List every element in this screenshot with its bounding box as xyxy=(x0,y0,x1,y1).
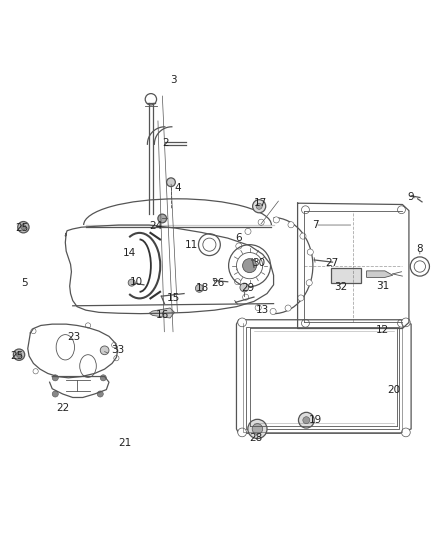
Circle shape xyxy=(300,233,306,239)
Circle shape xyxy=(114,356,119,361)
Circle shape xyxy=(285,305,291,311)
Text: 33: 33 xyxy=(111,345,124,356)
Text: 7: 7 xyxy=(312,220,318,230)
Text: 12: 12 xyxy=(376,325,389,335)
Circle shape xyxy=(236,243,242,249)
Text: 8: 8 xyxy=(417,244,423,254)
Circle shape xyxy=(306,280,312,286)
Text: 31: 31 xyxy=(376,281,389,291)
Circle shape xyxy=(240,283,249,292)
Circle shape xyxy=(21,224,26,230)
Circle shape xyxy=(97,391,103,397)
Circle shape xyxy=(402,428,410,437)
Polygon shape xyxy=(367,271,393,277)
Circle shape xyxy=(13,349,25,360)
Circle shape xyxy=(301,319,309,327)
Text: 11: 11 xyxy=(185,240,198,249)
Circle shape xyxy=(158,214,166,223)
Text: 6: 6 xyxy=(235,233,242,243)
Circle shape xyxy=(195,285,203,292)
Text: 5: 5 xyxy=(21,278,28,288)
Circle shape xyxy=(16,352,21,357)
Circle shape xyxy=(52,375,58,381)
Circle shape xyxy=(52,391,58,397)
Circle shape xyxy=(303,417,310,424)
Text: 10: 10 xyxy=(130,277,143,287)
Circle shape xyxy=(85,323,91,328)
Circle shape xyxy=(100,375,106,381)
Circle shape xyxy=(128,279,135,286)
Text: 13: 13 xyxy=(256,305,269,315)
FancyBboxPatch shape xyxy=(331,268,361,282)
Circle shape xyxy=(18,222,29,233)
Text: 14: 14 xyxy=(123,248,136,259)
Text: 25: 25 xyxy=(15,223,28,233)
Circle shape xyxy=(398,206,406,214)
Circle shape xyxy=(255,304,261,311)
Text: 16: 16 xyxy=(155,310,169,320)
Circle shape xyxy=(307,249,313,255)
Circle shape xyxy=(31,328,36,334)
Text: 2: 2 xyxy=(162,139,169,148)
Text: 19: 19 xyxy=(308,415,321,425)
Circle shape xyxy=(253,200,266,213)
Circle shape xyxy=(112,343,117,348)
Circle shape xyxy=(243,294,249,300)
Circle shape xyxy=(166,178,175,187)
Circle shape xyxy=(402,318,410,327)
Circle shape xyxy=(248,419,267,439)
Circle shape xyxy=(238,318,247,327)
Text: 25: 25 xyxy=(11,351,24,361)
Text: 22: 22 xyxy=(56,403,69,414)
Circle shape xyxy=(273,217,279,223)
Polygon shape xyxy=(149,308,174,318)
Circle shape xyxy=(100,346,109,354)
Circle shape xyxy=(398,319,406,327)
Circle shape xyxy=(243,259,257,272)
Text: 17: 17 xyxy=(254,198,267,208)
Text: 28: 28 xyxy=(250,433,263,442)
Text: 20: 20 xyxy=(387,385,400,394)
Circle shape xyxy=(288,222,294,228)
Circle shape xyxy=(238,428,247,437)
Text: 15: 15 xyxy=(166,293,180,303)
Circle shape xyxy=(256,203,262,209)
Text: 26: 26 xyxy=(212,278,225,288)
Text: 27: 27 xyxy=(325,258,338,268)
Circle shape xyxy=(301,206,309,214)
Text: 3: 3 xyxy=(170,75,177,85)
Text: 32: 32 xyxy=(334,282,347,293)
Circle shape xyxy=(234,279,240,285)
Circle shape xyxy=(298,295,304,301)
Circle shape xyxy=(245,228,251,235)
Text: 29: 29 xyxy=(241,284,254,293)
Circle shape xyxy=(33,369,38,374)
Text: 24: 24 xyxy=(149,221,162,231)
Circle shape xyxy=(298,413,314,428)
Text: 18: 18 xyxy=(196,284,209,293)
Text: 21: 21 xyxy=(119,438,132,448)
Text: 30: 30 xyxy=(252,258,265,268)
Circle shape xyxy=(270,309,276,314)
Text: 4: 4 xyxy=(174,183,181,193)
Circle shape xyxy=(258,219,264,225)
Text: 23: 23 xyxy=(67,332,81,342)
Text: 9: 9 xyxy=(408,192,414,201)
Circle shape xyxy=(252,424,263,434)
